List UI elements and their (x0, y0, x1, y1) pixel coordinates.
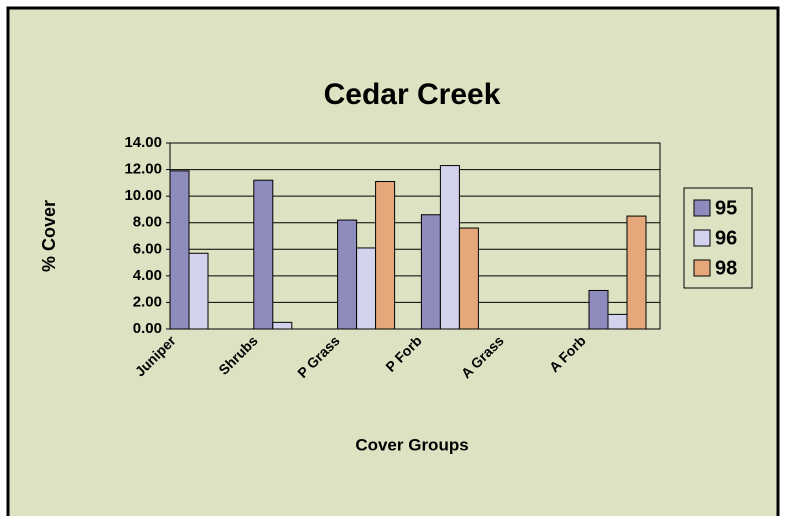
y-tick-label: 8.00 (133, 214, 162, 231)
bar (356, 247, 377, 330)
y-tick-label: 10.00 (124, 187, 162, 204)
legend-box (683, 187, 753, 289)
bar (272, 321, 293, 330)
legend-swatch (693, 229, 711, 247)
x-axis-label: Cover Groups (355, 435, 468, 454)
y-tick-label: 6.00 (133, 240, 162, 257)
bar (439, 165, 460, 330)
bar (607, 313, 628, 330)
bar (375, 181, 396, 330)
legend-label: 98 (715, 257, 737, 279)
legend-swatch (693, 259, 711, 277)
y-tick-label: 4.00 (133, 267, 162, 284)
y-tick-label: 2.00 (133, 293, 162, 310)
bar (169, 170, 190, 330)
bar (337, 219, 358, 330)
bar (253, 179, 274, 330)
legend-label: 95 (715, 197, 737, 219)
bar (458, 227, 479, 330)
y-tick-label: 0.00 (133, 320, 162, 337)
y-tick-label: 12.00 (124, 161, 162, 178)
bar (420, 214, 441, 330)
legend-label: 96 (715, 227, 737, 249)
y-axis-label: % Cover (39, 200, 59, 272)
legend-swatch (693, 199, 711, 217)
y-tick-label: 14.00 (124, 134, 162, 151)
chart-title: Cedar Creek (324, 78, 501, 111)
bar (188, 252, 209, 330)
bar (588, 289, 609, 330)
bar (626, 215, 647, 330)
